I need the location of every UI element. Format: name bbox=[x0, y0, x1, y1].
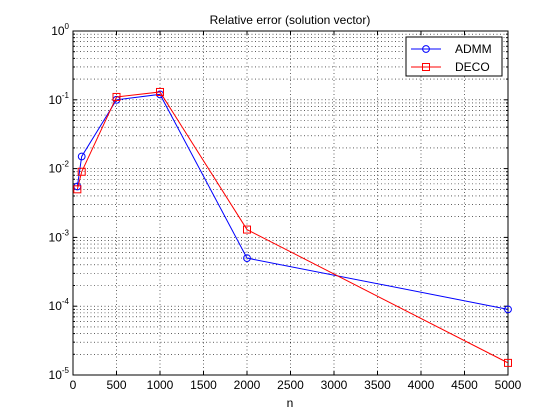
x-tick-label: 3500 bbox=[364, 378, 391, 392]
x-tick-label: 3000 bbox=[321, 378, 348, 392]
y-tick-label: 10-3 bbox=[49, 228, 70, 244]
legend-label-admm: ADMM bbox=[455, 42, 492, 56]
x-tick-label: 1000 bbox=[147, 378, 174, 392]
y-tick-label: 10-5 bbox=[49, 366, 70, 382]
y-tick-label: 10-1 bbox=[49, 91, 70, 107]
data-point-deco bbox=[156, 87, 164, 96]
legend-label-deco: DECO bbox=[455, 60, 490, 74]
y-tick-labels: 10-5 10-4 10-3 10-2 10-1 100 bbox=[49, 22, 70, 382]
data-point-deco bbox=[504, 358, 512, 367]
data-point-admm bbox=[504, 305, 512, 314]
x-tick-label: 500 bbox=[106, 378, 126, 392]
x-tick-label: 1500 bbox=[190, 378, 217, 392]
chart-title: Relative error (solution vector) bbox=[210, 13, 371, 27]
x-tick-label: 4000 bbox=[408, 378, 435, 392]
legend: ADMM DECO bbox=[405, 36, 503, 77]
data-point-admm bbox=[243, 254, 251, 263]
legend-marker-admm bbox=[422, 45, 430, 53]
data-point-deco bbox=[112, 92, 121, 101]
x-tick-label: 5000 bbox=[495, 378, 522, 392]
y-tick-label: 10-4 bbox=[49, 297, 70, 313]
data-point-deco bbox=[77, 167, 86, 176]
x-tick-label: 2000 bbox=[234, 378, 261, 392]
data-point-deco bbox=[73, 185, 82, 194]
x-tick-label: 4500 bbox=[451, 378, 478, 392]
legend-marker-deco bbox=[422, 63, 430, 71]
x-tick-label: 2500 bbox=[277, 378, 304, 392]
x-tick-label: 0 bbox=[70, 378, 77, 392]
data-point-deco bbox=[243, 225, 251, 234]
series-line-admm bbox=[76, 93, 509, 310]
series-layer bbox=[73, 87, 512, 367]
y-tick-label: 100 bbox=[51, 22, 69, 38]
series-line-deco bbox=[76, 91, 509, 364]
x-tick-labels: 0 500 1000 1500 2000 2500 3000 3500 4000 4500 5000 bbox=[70, 378, 522, 392]
y-tick-label: 10-2 bbox=[49, 160, 70, 176]
x-axis-label: n bbox=[287, 396, 294, 410]
data-point-admm bbox=[77, 152, 86, 161]
